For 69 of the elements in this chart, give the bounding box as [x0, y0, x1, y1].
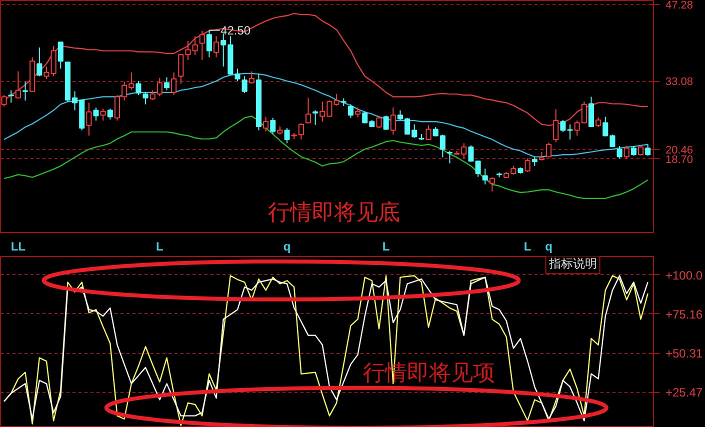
annotation: 指标说明	[548, 256, 597, 271]
candlestick	[36, 47, 42, 77]
candlestick	[142, 92, 148, 105]
candlestick	[206, 30, 212, 58]
candlestick	[298, 122, 304, 140]
candlestick	[171, 72, 177, 96]
candlestick	[1, 94, 7, 107]
candlestick	[214, 36, 220, 58]
y-tick-label: +100.0	[666, 268, 703, 282]
x-tick-label: L	[524, 240, 532, 254]
candlestick	[136, 80, 142, 96]
candlestick	[376, 115, 382, 129]
candlestick	[426, 124, 432, 141]
candlestick	[305, 97, 312, 124]
annotation: 行情即将见底	[268, 199, 400, 224]
x-tick-label: q	[545, 240, 552, 254]
candlestick	[489, 176, 495, 192]
candlestick	[50, 45, 56, 77]
candlestick	[567, 124, 573, 140]
candlestick	[524, 158, 530, 172]
y-tick-label: 18.70	[666, 154, 694, 166]
candlestick	[355, 107, 361, 118]
candlestick	[468, 144, 474, 162]
y-tick-label: 47.28	[666, 0, 694, 12]
candlestick	[192, 36, 198, 56]
candlestick	[383, 115, 389, 130]
candlestick	[248, 70, 254, 84]
candlestick	[446, 150, 453, 164]
candlestick	[390, 107, 396, 136]
candlestick	[596, 116, 602, 128]
candlestick	[588, 96, 594, 128]
candlestick	[242, 76, 248, 94]
candlestick	[44, 66, 50, 80]
candlestick	[107, 108, 113, 120]
x-tick-label: L	[156, 240, 164, 254]
y-tick-label: +25.47	[666, 386, 703, 400]
candlestick	[546, 142, 552, 158]
candlestick	[475, 160, 481, 178]
candlestick	[15, 70, 21, 98]
x-tick-label: LL	[10, 240, 26, 254]
candlestick	[334, 94, 340, 106]
candlestick	[270, 117, 276, 135]
candlestick	[263, 116, 269, 132]
candlestick	[532, 156, 538, 166]
y-tick-label: +50.31	[666, 346, 703, 361]
candlestick	[199, 30, 205, 60]
candlestick	[624, 145, 630, 160]
y-tick-label: +75.16	[666, 307, 703, 322]
candlestick	[86, 102, 92, 136]
candlestick	[560, 120, 566, 132]
candlestick	[630, 145, 636, 156]
candlestick	[100, 108, 106, 122]
candlestick	[22, 81, 28, 102]
y-tick-label: 33.08	[666, 76, 694, 88]
y-tick-label: 20.46	[666, 144, 694, 156]
candlestick	[93, 107, 99, 122]
line-series	[3, 116, 648, 200]
candlestick	[348, 104, 354, 118]
candlestick	[553, 108, 559, 143]
candlestick	[284, 128, 290, 144]
candlestick	[616, 145, 622, 159]
candlestick	[645, 144, 651, 156]
x-tick-label: q	[283, 240, 291, 254]
candlestick	[58, 42, 64, 70]
candlestick	[8, 90, 14, 104]
candlestick	[312, 110, 318, 126]
x-tick-label: L	[382, 240, 390, 254]
candlestick	[164, 76, 170, 91]
candlestick	[482, 168, 488, 185]
